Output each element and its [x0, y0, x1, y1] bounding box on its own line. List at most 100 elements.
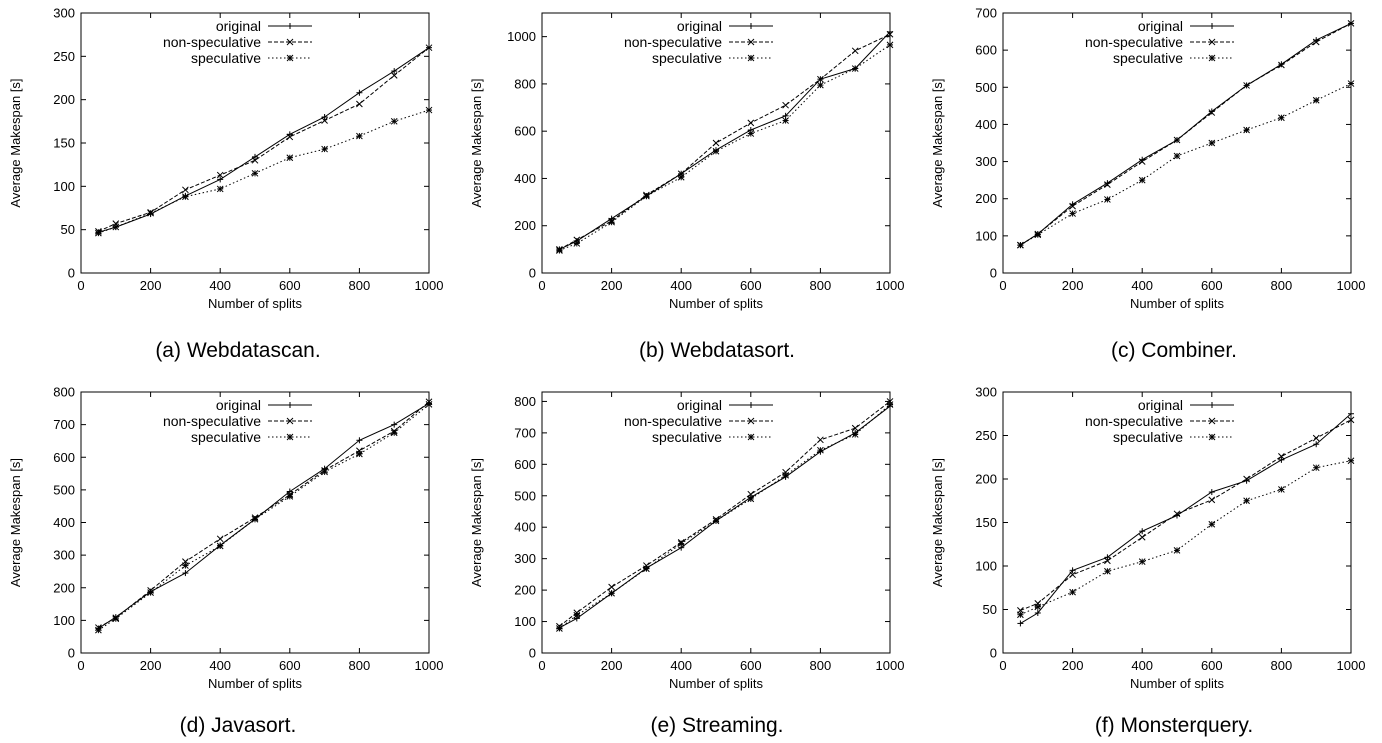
plot-frame	[1002, 12, 1352, 274]
data-point	[712, 517, 720, 525]
data-point	[747, 495, 755, 503]
data-point	[390, 429, 398, 437]
data-point	[112, 223, 120, 231]
x-tick-label: 0	[538, 278, 545, 293]
y-tick-label: 500	[53, 482, 75, 497]
y-tick-label: 250	[53, 49, 75, 64]
x-tick-label: 200	[601, 658, 623, 673]
legend-label: original	[216, 18, 261, 34]
y-tick-label: 150	[53, 136, 75, 151]
series-line	[559, 31, 891, 250]
data-point	[1138, 533, 1146, 541]
legend-marker	[748, 23, 754, 29]
data-point	[1173, 510, 1181, 518]
legend-marker	[286, 433, 294, 441]
x-tick-label: 600	[1201, 658, 1223, 673]
x-tick-label: 200	[601, 278, 623, 293]
legend-label: original	[677, 18, 722, 34]
data-point	[1312, 96, 1320, 104]
x-tick-label: 1000	[876, 278, 905, 293]
data-point	[677, 173, 685, 181]
legend-label: original	[677, 397, 722, 413]
data-point	[1069, 588, 1076, 596]
data-point	[817, 81, 824, 89]
y-tick-label: 600	[53, 450, 75, 465]
y-tick-label: 200	[514, 583, 536, 598]
series-line	[1020, 419, 1352, 611]
legend-label: speculative	[652, 50, 722, 66]
data-point	[286, 133, 294, 141]
series-line	[559, 404, 891, 629]
chart-panel: 0 100 200 300 400 500 600 700 800 0 200 400 600 800 10…	[469, 391, 905, 691]
x-tick-label: 800	[1271, 278, 1293, 293]
y-tick-label: 300	[975, 154, 997, 169]
data-point	[1138, 558, 1146, 566]
data-point	[1243, 126, 1250, 134]
data-point	[1173, 136, 1181, 144]
data-point	[1278, 453, 1285, 460]
y-axis-label: Average Makespan [s]	[469, 78, 484, 207]
data-point	[1034, 609, 1041, 616]
data-point	[643, 192, 650, 200]
x-axis-label: Number of splits	[1130, 676, 1224, 691]
data-point	[321, 145, 328, 153]
x-tick-label: 0	[77, 658, 84, 673]
data-point	[1069, 571, 1076, 579]
data-point	[1173, 546, 1181, 554]
data-point	[1347, 80, 1355, 87]
data-point	[782, 471, 789, 479]
data-point	[1138, 158, 1146, 165]
legend-marker	[1208, 433, 1216, 441]
y-axis-label: Average Makespan [s]	[930, 78, 945, 207]
data-point	[321, 468, 328, 476]
data-point	[1313, 441, 1320, 448]
legend-marker	[287, 402, 293, 408]
data-point	[851, 424, 859, 432]
y-tick-label: 600	[975, 43, 997, 58]
data-point	[1208, 496, 1216, 504]
y-tick-label: 600	[514, 124, 536, 139]
y-tick-label: 700	[975, 6, 997, 21]
chart-panel: 0 200 400 600 800 1000 0 200 400 600 800 1000 Number…	[469, 12, 905, 311]
data-point	[1312, 434, 1320, 442]
data-point	[1104, 196, 1111, 203]
series-line	[1020, 22, 1352, 246]
x-tick-label: 400	[1131, 278, 1153, 293]
data-point	[356, 89, 363, 96]
data-point	[608, 218, 615, 226]
series-line	[559, 44, 891, 251]
data-point	[356, 437, 363, 444]
data-point	[1138, 176, 1146, 184]
legend-marker	[748, 402, 754, 408]
panel-caption: (f) Monsterquery.	[1095, 714, 1253, 737]
y-axis-label: Average Makespan [s]	[8, 458, 23, 587]
data-point	[1208, 489, 1215, 496]
data-point	[321, 117, 328, 124]
data-point	[1278, 486, 1285, 493]
x-tick-label: 800	[810, 658, 832, 673]
y-tick-label: 300	[975, 385, 997, 400]
x-tick-label: 200	[1062, 658, 1084, 673]
legend-marker	[747, 417, 755, 425]
x-tick-label: 1000	[1337, 658, 1366, 673]
x-tick-label: 400	[209, 658, 231, 673]
data-point	[556, 247, 563, 254]
chart-panel: 0 50 100 150 200 250 300 0 200 400 600 800 1000 Numbe…	[930, 385, 1365, 692]
data-point	[712, 139, 720, 147]
data-point	[1208, 520, 1216, 528]
x-tick-label: 1000	[876, 658, 905, 673]
data-point	[712, 147, 720, 155]
data-point	[886, 398, 894, 405]
data-point	[182, 193, 189, 201]
y-tick-label: 200	[53, 580, 75, 595]
chart-panel: 0 100 200 300 400 500 600 700 800 0 200 400 600 800 10…	[8, 385, 443, 692]
data-point	[608, 583, 615, 591]
legend-label: non-speculative	[624, 413, 722, 429]
x-tick-label: 0	[999, 278, 1006, 293]
y-axis-label: Average Makespan [s]	[8, 78, 23, 207]
data-point	[356, 100, 363, 108]
y-tick-label: 200	[975, 191, 997, 206]
y-tick-label: 700	[514, 425, 536, 440]
